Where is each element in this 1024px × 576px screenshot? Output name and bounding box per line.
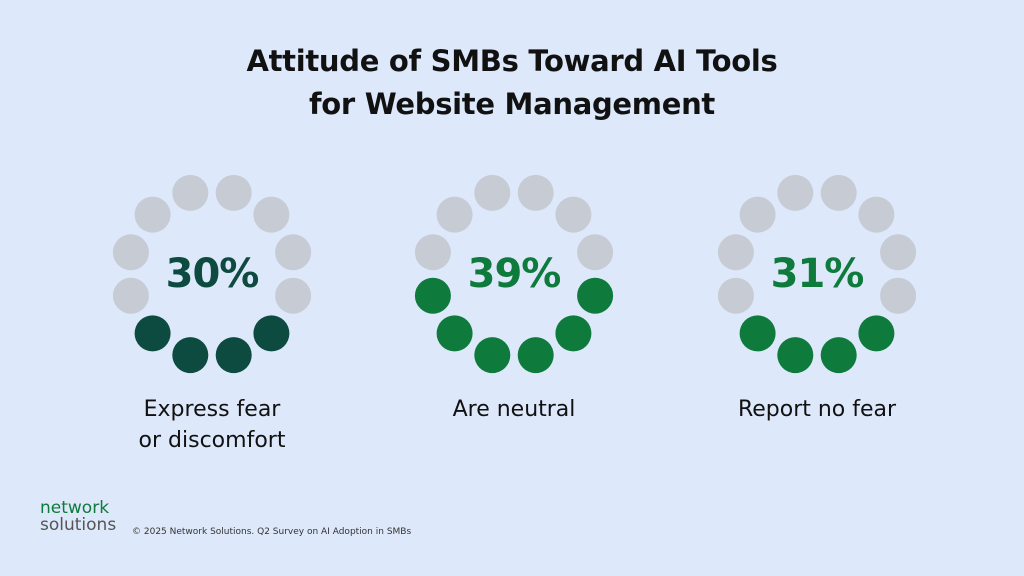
empty-dot [134, 196, 171, 233]
title-line-2: for Website Management [308, 87, 715, 121]
empty-dot [172, 174, 209, 211]
empty-dot [555, 196, 592, 233]
gauge-neutral: 39% [408, 168, 620, 380]
filled-dot [517, 337, 554, 374]
empty-dot [577, 234, 614, 271]
logo-line-2: solutions [40, 515, 117, 535]
logo-line-1: network [40, 498, 110, 518]
empty-dot [215, 174, 252, 211]
filled-dot [777, 337, 814, 374]
filled-dot [436, 315, 473, 352]
gauge-fear: 30% [106, 168, 318, 380]
gauge-no-fear: 31% [711, 168, 923, 380]
filled-dot [577, 277, 614, 314]
filled-dot [474, 337, 511, 374]
empty-dot [777, 174, 814, 211]
empty-dot [275, 234, 312, 271]
empty-dot [880, 277, 917, 314]
empty-dot [739, 196, 776, 233]
gauge-label-fear: Express fear or discomfort [82, 394, 342, 456]
network-solutions-logo: network solutions [40, 500, 116, 534]
filled-dot [739, 315, 776, 352]
empty-dot [112, 234, 149, 271]
gauge-label-neutral: Are neutral [384, 394, 644, 425]
empty-dot [275, 277, 312, 314]
empty-dot [112, 277, 149, 314]
empty-dot [717, 277, 754, 314]
label-line-2: or discomfort [138, 428, 286, 453]
filled-dot [820, 337, 857, 374]
filled-dot [414, 277, 451, 314]
filled-dot [172, 337, 209, 374]
dot-ring [414, 174, 614, 374]
empty-dot [436, 196, 473, 233]
label-line-1: Are neutral [452, 397, 576, 422]
filled-dot [253, 315, 290, 352]
percentage-value: 39% [467, 251, 562, 297]
label-line-1: Express fear [143, 397, 281, 422]
empty-dot [717, 234, 754, 271]
filled-dot [134, 315, 171, 352]
filled-dot [215, 337, 252, 374]
chart-title: Attitude of SMBs Toward AI Tools for Web… [0, 40, 1024, 126]
filled-dot [858, 315, 895, 352]
empty-dot [253, 196, 290, 233]
empty-dot [858, 196, 895, 233]
empty-dot [414, 234, 451, 271]
percentage-value: 30% [165, 251, 260, 297]
copyright-footer: © 2025 Network Solutions. Q2 Survey on A… [132, 527, 412, 537]
empty-dot [820, 174, 857, 211]
empty-dot [517, 174, 554, 211]
percentage-value: 31% [770, 251, 865, 297]
title-line-1: Attitude of SMBs Toward AI Tools [246, 44, 778, 78]
label-line-1: Report no fear [737, 397, 897, 422]
filled-dot [555, 315, 592, 352]
empty-dot [880, 234, 917, 271]
dot-ring [717, 174, 917, 374]
dot-ring [112, 174, 312, 374]
empty-dot [474, 174, 511, 211]
gauge-label-no-fear: Report no fear [687, 394, 947, 425]
